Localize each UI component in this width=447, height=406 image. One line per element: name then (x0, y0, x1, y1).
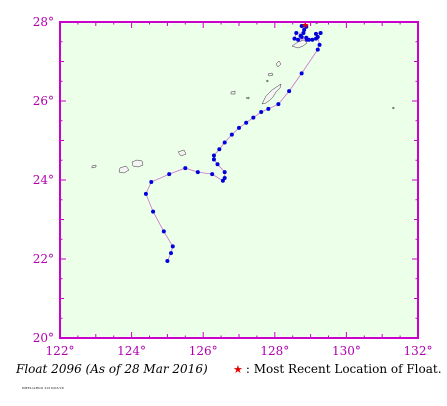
island-okinawa (261, 83, 282, 105)
float-position-point (287, 89, 292, 94)
legend: ★: Most Recent Location of Float. (233, 362, 442, 376)
sea-background (60, 22, 418, 338)
float-position-point (222, 176, 227, 181)
float-position-point (317, 42, 322, 47)
y-tick-label: 24° (33, 173, 54, 187)
y-tick-label: 26° (33, 94, 54, 108)
float-position-point (294, 31, 299, 36)
float-position-point (222, 140, 227, 145)
float-position-point (167, 172, 172, 177)
float-position-point (296, 37, 301, 42)
float-position-point (183, 166, 188, 171)
island-okinoerabu (267, 72, 274, 77)
float-position-point (244, 120, 249, 125)
float-position-point (299, 23, 304, 28)
float-position-point (161, 229, 166, 234)
x-tick-label: 130° (332, 344, 361, 358)
float-position-point (151, 209, 156, 214)
island-yonaguni (91, 164, 97, 169)
x-tick-label: 128° (260, 344, 289, 358)
float-position-point (211, 153, 216, 158)
float-position-point (310, 37, 315, 42)
latest-location-star (301, 21, 309, 29)
island-kume (230, 90, 236, 95)
float-position-point (318, 31, 323, 36)
float-position-point (259, 110, 264, 115)
float-position-point (304, 35, 309, 40)
float-position-point (315, 47, 320, 52)
float-position-point (168, 251, 173, 256)
float-position-point (237, 125, 241, 130)
float-position-point (195, 170, 200, 175)
float-position-point (222, 170, 227, 175)
float-position-point (211, 157, 216, 162)
float-position-point (292, 36, 297, 41)
float-position-point (210, 172, 215, 177)
float-position-point (301, 31, 306, 36)
island-amami (291, 39, 308, 49)
island-ishigaki (131, 159, 144, 168)
star-icon: ★ (233, 363, 243, 376)
y-tick-label: 22° (33, 252, 54, 266)
float-position-point (165, 258, 170, 263)
island-miyako (177, 149, 187, 157)
y-tick-label: 28° (33, 15, 54, 29)
x-tick-label: 126° (189, 344, 218, 358)
float-position-point (149, 179, 154, 184)
float-position-point (299, 71, 304, 76)
island-tokunoshima (275, 60, 282, 68)
map-ticks (59, 21, 419, 339)
float-position-point (215, 162, 220, 167)
float-position-point (298, 33, 303, 38)
footnote: PMEL/ARGO 2016/03/28 (22, 386, 64, 390)
float-position-point (266, 106, 271, 111)
float-positions (143, 23, 323, 263)
float-position-point (229, 132, 234, 137)
float-position-point (313, 36, 318, 41)
island-iriomote (118, 165, 130, 174)
y-tick-label: 20° (33, 331, 54, 345)
tick-labels: 122° 124° 126° 128° 130° 132° 28° 26° 24° 22° 20° (33, 15, 433, 358)
float-caption: Float 2096 (As of 28 Mar 2016) (16, 362, 208, 376)
island-kerama (245, 96, 250, 100)
float-position-point (217, 147, 222, 152)
x-tick-label: 132° (404, 344, 433, 358)
x-tick-label: 124° (117, 344, 146, 358)
float-position-point (313, 31, 318, 36)
float-position-point (276, 102, 281, 107)
land-islands (91, 21, 395, 174)
island-yoron (265, 79, 269, 83)
float-position-point (143, 191, 148, 196)
float-position-point (170, 244, 175, 249)
float-position-point (302, 27, 307, 32)
island-daito (391, 106, 395, 110)
x-tick-label: 122° (46, 344, 75, 358)
float-position-point (251, 115, 256, 120)
legend-label: : Most Recent Location of Float. (245, 362, 442, 376)
